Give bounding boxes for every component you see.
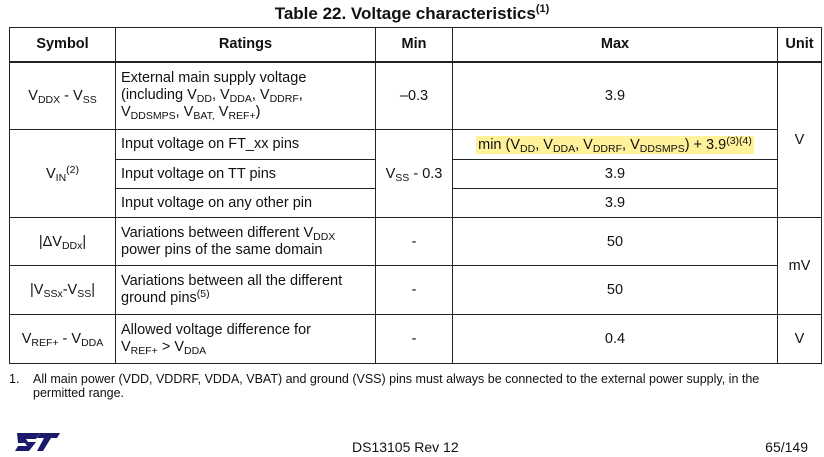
unit-v: V — [777, 314, 822, 364]
unit-v: V — [777, 61, 822, 218]
rating-ground-variation: Variations between all the different grou… — [115, 265, 376, 315]
rating-vddx-variation: Variations between different VDDX power p… — [115, 217, 376, 266]
max-value: 3.9 — [452, 159, 778, 189]
table-header-row: Symbol Ratings Min Max Unit — [9, 27, 822, 62]
symbol-vref-vdda: VREF+ - VDDA — [9, 314, 116, 364]
table-row: VREF+ - VDDA Allowed voltage difference … — [9, 314, 822, 364]
st-logo: ST — [14, 428, 60, 451]
max-value: 3.9 — [452, 188, 778, 218]
symbol-vddx-vss: VDDX - VSS — [9, 61, 116, 130]
voltage-characteristics-table: Symbol Ratings Min Max Unit VDDX - VSS E… — [9, 27, 822, 364]
symbol-vssx: |VSSx-VSS| — [9, 265, 116, 315]
footnote-number: 1. — [9, 372, 20, 386]
max-value: 0.4 — [452, 314, 778, 364]
min-value: –0.3 — [375, 61, 453, 130]
max-value: 3.9 — [452, 61, 778, 130]
rating-vref-difference: Allowed voltage difference for VREF+ > VD… — [115, 314, 376, 364]
min-value: - — [375, 217, 453, 266]
footnote-text: All main power (VDD, VDDRF, VDDA, VBAT) … — [33, 372, 760, 400]
max-value: 50 — [452, 265, 778, 315]
min-value: - — [375, 314, 453, 364]
rating-tt-pins: Input voltage on TT pins — [115, 159, 376, 189]
table-row: VDDX - VSS External main supply voltage … — [9, 61, 822, 218]
max-ft-formula: min (VDD, VDDA, VDDRF, VDDSMPS) + 3.9(3)… — [452, 129, 778, 160]
symbol-vin: VIN(2) — [9, 129, 116, 218]
footnote: 1. All main power (VDD, VDDRF, VDDA, VBA… — [9, 372, 789, 400]
min-value: - — [375, 265, 453, 315]
table-title: Table 22. Voltage characteristics(1) — [274, 3, 550, 24]
highlighted-text: min (VDD, VDDA, VDDRF, VDDSMPS) + 3.9(3)… — [476, 134, 754, 155]
rating-external-supply: External main supply voltage (including … — [115, 61, 376, 130]
rating-ft-pins: Input voltage on FT_xx pins — [115, 129, 376, 160]
max-value: 50 — [452, 217, 778, 266]
header-symbol: Symbol — [9, 27, 116, 62]
logo-text: ST — [14, 428, 16, 429]
table-row: |VSSx-VSS| Variations between all the di… — [9, 265, 822, 315]
header-min: Min — [375, 27, 453, 62]
header-ratings: Ratings — [115, 27, 376, 62]
header-max: Max — [452, 27, 778, 62]
rating-other-pins: Input voltage on any other pin — [115, 188, 376, 218]
document-id: DS13105 Rev 12 — [352, 439, 459, 455]
table-row: Input voltage on TT pins 3.9 — [10, 159, 822, 189]
page-number: 65/149 — [765, 439, 808, 455]
min-vss: VSS - 0.3 — [375, 129, 453, 218]
symbol-delta-vddx: |ΔVDDx| — [9, 217, 116, 266]
table-row: |ΔVDDx| Variations between different VDD… — [9, 217, 822, 315]
table-row: Input voltage on any other pin 3.9 — [10, 188, 822, 218]
table-row: VIN(2) Input voltage on FT_xx pins VSS -… — [9, 129, 822, 218]
unit-mv: mV — [777, 217, 822, 315]
header-unit: Unit — [777, 27, 822, 62]
